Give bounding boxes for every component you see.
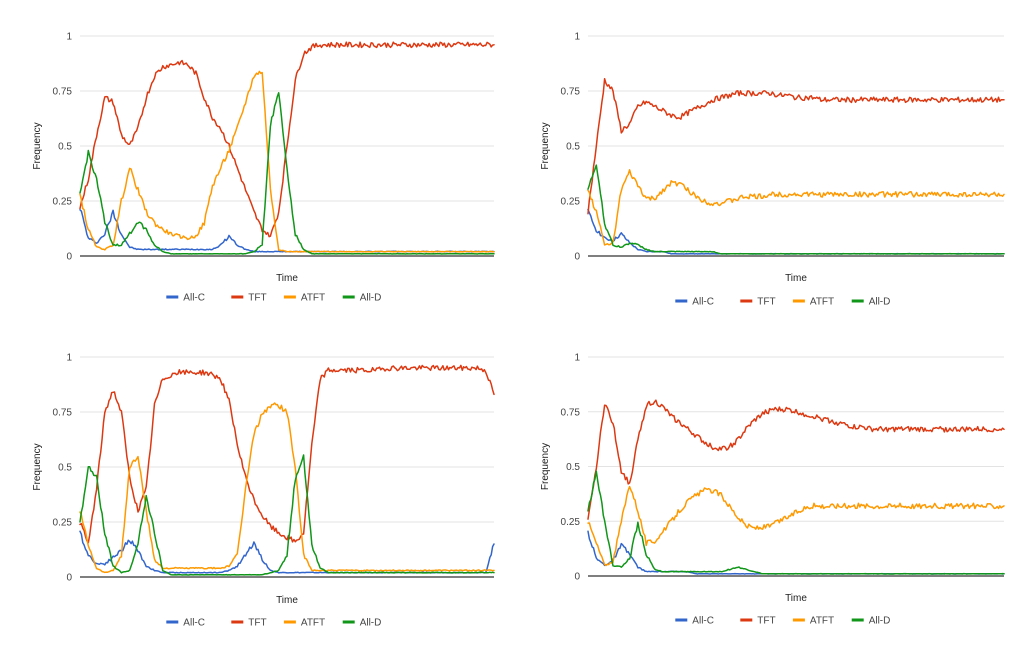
y-tick-label: 0.25 <box>561 197 581 208</box>
y-tick-label: 0 <box>66 252 72 263</box>
y-tick-label: 0.5 <box>566 462 580 473</box>
y-tick-label: 0.25 <box>53 197 73 208</box>
legend-item[interactable]: All-C <box>166 618 205 629</box>
legend-label: All-D <box>360 293 382 304</box>
series-line-atft <box>587 169 1005 246</box>
x-axis-title: Time <box>276 273 298 284</box>
x-axis-title: Time <box>276 595 298 606</box>
legend-label: All-D <box>869 616 891 627</box>
series-line-all-d <box>587 470 1005 575</box>
y-axis-title: Frequency <box>540 122 551 169</box>
x-axis-title: Time <box>785 273 807 284</box>
legend-label: ATFT <box>301 293 325 304</box>
legend-item[interactable]: TFT <box>740 297 776 308</box>
y-axis-title: Frequency <box>32 122 43 169</box>
legend-item[interactable]: All-C <box>675 616 714 627</box>
legend-item[interactable]: All-D <box>342 618 382 629</box>
legend-label: All-C <box>692 297 714 308</box>
y-axis-title: Frequency <box>32 443 43 490</box>
legend-item[interactable]: TFT <box>231 293 267 304</box>
x-axis-title: Time <box>785 593 807 604</box>
legend-item[interactable]: TFT <box>231 618 267 629</box>
legend-label: ATFT <box>810 297 834 308</box>
series-line-tft <box>587 77 1005 215</box>
series-line-all-c <box>587 208 1005 255</box>
legend-item[interactable]: All-C <box>675 297 714 308</box>
legend-item[interactable]: ATFT <box>792 297 834 308</box>
legend-label: All-C <box>183 618 205 629</box>
y-tick-label: 0.5 <box>566 142 580 153</box>
legend-item[interactable]: All-D <box>851 616 891 627</box>
y-tick-label: 0.5 <box>58 142 72 153</box>
y-tick-label: 1 <box>66 32 72 43</box>
y-tick-label: 1 <box>574 32 580 43</box>
legend: All-C TFT ATFT All-D <box>675 297 890 308</box>
legend: All-C TFT ATFT All-D <box>166 293 381 304</box>
y-tick-label: 0 <box>66 573 72 584</box>
y-tick-label: 0.25 <box>53 518 73 529</box>
series-line-all-d <box>79 454 495 576</box>
legend: All-C TFT ATFT All-D <box>166 618 381 629</box>
legend-item[interactable]: ATFT <box>792 616 834 627</box>
y-tick-label: 0 <box>574 252 580 263</box>
legend-label: TFT <box>757 616 775 627</box>
legend-label: TFT <box>757 297 775 308</box>
y-tick-label: 0.75 <box>53 408 73 419</box>
legend: All-C TFT ATFT All-D <box>675 616 890 627</box>
y-tick-label: 0.25 <box>561 517 581 528</box>
series-line-tft <box>587 399 1005 520</box>
legend-item[interactable]: ATFT <box>283 293 325 304</box>
legend-label: All-C <box>183 293 205 304</box>
legend-label: ATFT <box>301 618 325 629</box>
series-line-all-d <box>79 92 495 255</box>
y-axis-title: Frequency <box>540 443 551 490</box>
y-tick-label: 1 <box>66 353 72 364</box>
legend-label: All-C <box>692 616 714 627</box>
y-tick-label: 0.75 <box>53 87 73 98</box>
y-tick-label: 0.75 <box>561 407 581 418</box>
series-line-all-d <box>587 164 1005 255</box>
series-line-all-c <box>587 530 1005 575</box>
series-line-atft <box>79 402 495 574</box>
legend-label: All-D <box>360 618 382 629</box>
legend-item[interactable]: All-D <box>342 293 382 304</box>
series-line-atft <box>79 70 495 253</box>
legend-item[interactable]: All-C <box>166 293 205 304</box>
y-tick-label: 0.5 <box>58 463 72 474</box>
legend-item[interactable]: All-D <box>851 297 891 308</box>
legend-label: TFT <box>248 293 266 304</box>
legend-label: TFT <box>248 618 266 629</box>
legend-item[interactable]: ATFT <box>283 618 325 629</box>
legend-item[interactable]: TFT <box>740 616 776 627</box>
legend-label: All-D <box>869 297 891 308</box>
y-tick-label: 0.75 <box>561 87 581 98</box>
series-line-atft <box>587 485 1005 567</box>
legend-label: ATFT <box>810 616 834 627</box>
series-line-tft <box>79 41 495 238</box>
series-line-tft <box>79 364 495 544</box>
y-tick-label: 0 <box>574 572 580 583</box>
y-tick-label: 1 <box>574 353 580 364</box>
series-line-all-c <box>79 209 495 253</box>
